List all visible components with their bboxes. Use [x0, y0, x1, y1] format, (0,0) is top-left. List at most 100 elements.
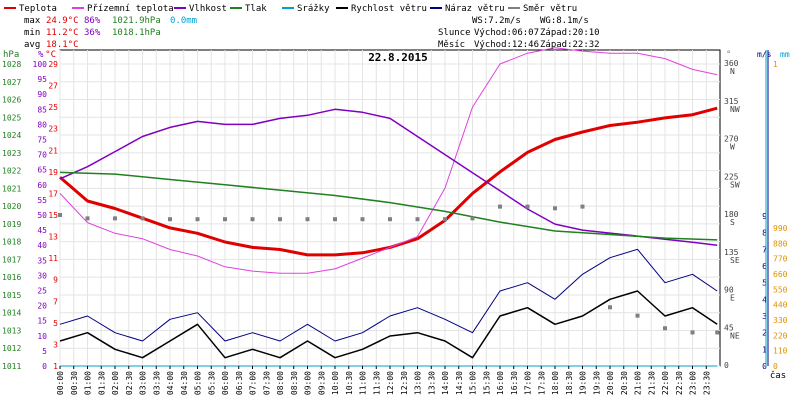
- pressure-tick-label: 1026: [2, 96, 21, 105]
- humidity-tick-label: 20: [37, 302, 47, 311]
- wind-direction-point: [443, 217, 447, 222]
- pressure-tick-label: 1013: [2, 326, 21, 335]
- temperature-tick-label: 13: [48, 233, 58, 242]
- legend-label: Rychlost větru: [351, 4, 427, 14]
- x-tick-label: 20:30: [620, 371, 629, 395]
- temperature-tick-label: 1: [53, 362, 58, 371]
- wind-direction-point: [553, 206, 557, 211]
- direction-tick-label: 315: [724, 97, 739, 106]
- stat-min-hum: 36%: [84, 28, 101, 38]
- humidity-tick-label: 85: [37, 105, 47, 114]
- series-layer: [58, 47, 720, 367]
- temperature-tick-label: 15: [48, 211, 58, 220]
- temperature-tick-label: 21: [48, 146, 58, 155]
- y-axes: 1028102710261025102410231022102110201019…: [2, 50, 788, 371]
- rain-tick-label: 550: [773, 285, 788, 294]
- x-tick-label: 15:00: [469, 371, 478, 395]
- wind-direction-point: [388, 217, 392, 222]
- x-tick-label: 10:00: [331, 371, 340, 395]
- x-tick-label: 04:00: [166, 371, 175, 395]
- wind-tick-label: 9: [762, 212, 767, 221]
- x-tick-label: 01:00: [84, 371, 93, 395]
- humidity-tick-label: 0: [42, 362, 47, 371]
- temperature-tick-label: 25: [48, 103, 58, 112]
- series-line-vlhkost: [59, 108, 718, 246]
- pressure-tick-label: 1024: [2, 131, 21, 140]
- x-tick-label: 10:30: [345, 371, 354, 395]
- x-tick-label: 05:00: [194, 371, 203, 395]
- x-tick-label: 16:00: [496, 371, 505, 395]
- unit-dir: °: [726, 50, 731, 60]
- temperature-tick-label: 19: [48, 168, 58, 177]
- wind-ws: WS:7.2m/s: [472, 16, 521, 26]
- sun-set: Západ:20:10: [540, 28, 600, 38]
- temperature-tick-label: 11: [48, 254, 58, 263]
- x-tick-label: 00:30: [70, 371, 79, 395]
- humidity-tick-label: 55: [37, 196, 47, 205]
- direction-tick-label: 225: [724, 172, 739, 181]
- direction-name-label: E: [730, 294, 735, 303]
- pressure-tick-label: 1021: [2, 184, 21, 193]
- humidity-tick-label: 25: [37, 287, 47, 296]
- wind-direction-point: [85, 216, 90, 221]
- wind-tick-label: 0: [762, 362, 767, 371]
- temperature-tick-label: 9: [53, 276, 58, 285]
- temperature-tick-label: 7: [53, 297, 58, 306]
- stats-block: max 24.9°C 86% 1021.9hPa 0.0mm min 11.2°…: [24, 16, 197, 50]
- direction-tick-label: 135: [724, 248, 739, 257]
- humidity-tick-label: 35: [37, 256, 47, 265]
- wind-direction-point: [360, 217, 365, 222]
- x-tick-label: 16:30: [510, 371, 519, 395]
- humidity-tick-label: 30: [37, 271, 47, 280]
- pressure-tick-label: 1016: [2, 273, 21, 282]
- stat-min-temp: 11.2°C: [46, 28, 79, 38]
- stat-min-press: 1018.1hPa: [112, 28, 161, 38]
- stat-avg-temp: 18.1°C: [46, 40, 79, 50]
- legend-label: Přízemní teplota: [87, 4, 174, 14]
- wind-tick-label: 4: [762, 295, 767, 304]
- rain-tick-label: 440: [773, 301, 788, 310]
- humidity-tick-label: 50: [37, 211, 47, 220]
- x-tick-label: 08:30: [290, 371, 299, 395]
- wind-direction-point: [690, 330, 695, 335]
- rain-tick-label: 770: [773, 255, 788, 264]
- direction-name-label: W: [730, 143, 735, 152]
- unit-temp: °C: [45, 50, 56, 60]
- wind-direction-point: [58, 213, 62, 217]
- wind-direction-point: [498, 204, 502, 209]
- rain-tick-label: 330: [773, 316, 788, 325]
- unit-wind: m/s: [757, 50, 772, 59]
- series-line-naraz-vetru: [59, 248, 718, 342]
- x-tick-label: 23:30: [702, 371, 711, 395]
- wind-direction-point: [168, 217, 172, 222]
- x-tick-label: 22:00: [661, 371, 670, 395]
- x-tick-label: 18:30: [565, 371, 574, 395]
- wind-tick-label: 6: [762, 262, 767, 271]
- direction-tick-label: 360: [724, 59, 739, 68]
- direction-tick-label: 180: [724, 210, 739, 219]
- direction-tick-label: 45: [724, 323, 734, 332]
- legend-label: Tlak: [245, 4, 267, 14]
- humidity-tick-label: 40: [37, 241, 47, 250]
- moon-label: Měsíc: [438, 40, 465, 50]
- direction-name-label: N: [730, 67, 735, 76]
- wind-tick-label: 3: [762, 312, 767, 321]
- info-block: WS:7.2m/s WG:8.1m/s Slunce Východ:06:07 …: [438, 16, 600, 50]
- temperature-tick-label: 3: [53, 340, 58, 349]
- wind-direction-point: [195, 217, 200, 222]
- x-tick-label: 21:30: [647, 371, 656, 395]
- x-tick-label: 19:30: [592, 371, 601, 395]
- humidity-tick-label: 100: [33, 60, 48, 69]
- moon-rise: Východ:12:46: [474, 40, 539, 50]
- legend: Teplota Přízemní teplota Vlhkost Tlak Srážky…: [4, 4, 577, 14]
- pressure-tick-label: 1018: [2, 238, 21, 247]
- x-tick-label: 07:30: [262, 371, 271, 395]
- x-tick-label: 14:30: [455, 371, 464, 395]
- wind-direction-point: [608, 305, 612, 310]
- x-tick-label: 11:30: [372, 371, 381, 395]
- pressure-tick-label: 1012: [2, 344, 21, 353]
- pressure-tick-label: 1017: [2, 255, 21, 264]
- x-tick-label: 17:00: [524, 371, 533, 395]
